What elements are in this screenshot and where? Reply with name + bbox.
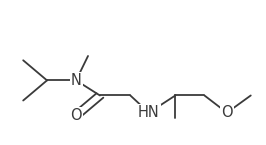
Text: N: N <box>71 73 82 88</box>
Text: O: O <box>221 105 233 120</box>
Text: O: O <box>70 108 82 123</box>
Text: HN: HN <box>138 105 160 120</box>
